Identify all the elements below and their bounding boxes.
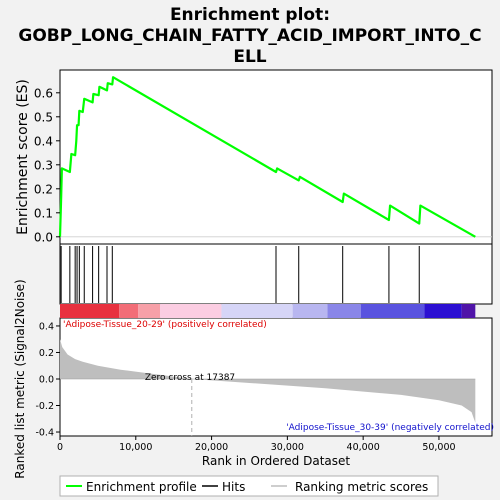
color-bar-segment-2 (138, 304, 161, 318)
legend: Enrichment profile Hits Ranking metric s… (59, 475, 439, 497)
color-bar-segment-4 (221, 304, 293, 318)
color-bar-segment-9 (461, 304, 476, 318)
color-bar-segment-1 (119, 304, 139, 318)
x-tick-label-5: 50,000 (422, 442, 455, 453)
x-tick-label-0: 0 (57, 442, 63, 453)
es-axis-title: Enrichment score (ES) (15, 79, 31, 235)
es-y-tick-label-3: 0.3 (34, 158, 53, 172)
ranking-axis-title: Ranked list metric (Signal2Noise) (13, 279, 27, 478)
legend-label-ranking-metric: Ranking metric scores (295, 480, 428, 494)
color-bar-segment-6 (327, 304, 361, 318)
rank-y-tick-label-1: -0.2 (35, 401, 54, 412)
legend-label-enrichment-profile: Enrichment profile (86, 480, 197, 494)
x-tick-label-2: 20,000 (195, 442, 228, 453)
color-bar-segment-0 (60, 304, 120, 318)
legend-box (59, 475, 439, 497)
legend-label-hits: Hits (222, 480, 245, 494)
ranking-metric-area (60, 339, 476, 436)
rank-y-tick-label-3: 0.2 (39, 348, 54, 359)
zero-cross-label: Zero cross at 17387 (145, 373, 235, 383)
rank-y-tick-label-4: 0.4 (39, 321, 54, 332)
x-tick-label-4: 40,000 (347, 442, 380, 453)
es-plot-area (59, 69, 493, 245)
es-profile-polyline (58, 76, 476, 238)
es-y-tick-label-5: 0.5 (34, 110, 53, 124)
x-axis-title: Rank in Ordered Dataset (202, 454, 350, 468)
x-tick-label-3: 30,000 (271, 442, 304, 453)
color-bar-segment-7 (360, 304, 425, 318)
es-y-tick-label-6: 0.6 (34, 86, 53, 100)
es-y-tick-label-4: 0.4 (34, 134, 53, 148)
chart-title-line-3: ELL (233, 47, 266, 67)
rank-y-tick-label-2: 0.0 (39, 374, 54, 385)
color-bar-segment-3 (160, 304, 222, 318)
ranking-color-bar (60, 304, 476, 318)
positive-correlation-label: 'Adipose-Tissue_20-29' (positively corre… (63, 320, 267, 330)
color-bar-segment-5 (292, 304, 328, 318)
hit-markers (60, 246, 420, 303)
rank-y-tick-label-0: -0.4 (35, 428, 54, 439)
enrichment-profile-line (58, 76, 492, 238)
chart-title-line-2: GOBP_LONG_CHAIN_FATTY_ACID_IMPORT_INTO_C (18, 26, 481, 46)
chart-title-line-1: Enrichment plot: (170, 5, 330, 25)
ranking-metric-fill (60, 339, 476, 423)
axes: 0.0 0.1 0.2 0.3 0.4 0.5 0.6 -0.4 -0.2 0.0 0.2 0.4 0 1… (34, 86, 456, 453)
es-y-tick-label-0: 0.0 (34, 230, 53, 244)
x-tick-label-1: 10,000 (119, 442, 152, 453)
es-y-tick-label-1: 0.1 (34, 206, 53, 220)
negative-correlation-label: 'Adipose-Tissue_30-39' (negatively corre… (286, 423, 494, 433)
color-bar-segment-8 (424, 304, 462, 318)
es-y-tick-label-2: 0.2 (34, 182, 53, 196)
